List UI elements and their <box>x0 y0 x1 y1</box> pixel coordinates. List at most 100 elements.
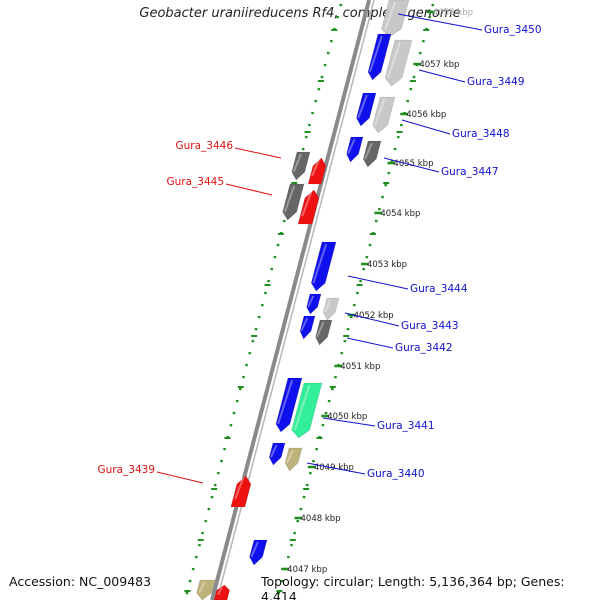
dotted-boundary-left <box>270 267 274 271</box>
dotted-boundary-left <box>254 327 258 331</box>
gene-arrow <box>346 136 364 163</box>
gene-arrow-highlight <box>292 153 302 173</box>
dotted-boundary-right <box>349 315 353 319</box>
dotted-boundary-right <box>428 15 432 19</box>
dotted-boundary-left <box>320 75 324 79</box>
gene-label: Gura_3440 <box>367 468 425 480</box>
dotted-boundary-left <box>282 219 286 223</box>
gene-arrow <box>310 241 337 292</box>
dotted-boundary-left <box>191 567 195 571</box>
gene-arrow-highlight <box>285 449 294 464</box>
dotted-boundary-right <box>296 519 300 523</box>
gene-arrow-highlight <box>269 444 278 458</box>
dotted-boundary-right <box>409 87 413 91</box>
dotted-boundary-right <box>431 3 435 7</box>
dotted-boundary-left <box>185 591 189 595</box>
dotted-boundary-left <box>248 351 252 355</box>
dotted-boundary-left <box>194 555 198 559</box>
dotted-boundary-right <box>343 339 347 343</box>
gene-label: Gura_3447 <box>441 166 499 178</box>
backbone-line <box>216 0 375 600</box>
dotted-boundary-left <box>307 123 311 127</box>
dotted-boundary-left <box>257 315 261 319</box>
genome-summary: Topology: circular; Length: 5,136,364 bp… <box>261 574 565 600</box>
gene-label: Gura_3446 <box>175 140 233 152</box>
gene-arrow <box>249 539 268 566</box>
gene-arrow <box>284 447 303 472</box>
gene-label: Gura_3441 <box>377 420 435 432</box>
gene-label-leader <box>418 69 466 83</box>
kbp-tick-label: 4053 kbp <box>367 260 407 270</box>
gene-label-leader <box>344 312 400 327</box>
gene-label-leader <box>401 119 451 135</box>
dotted-boundary-right <box>393 147 397 151</box>
gene-label-leader <box>397 13 483 31</box>
gene-label-leader <box>347 275 409 290</box>
dotted-boundary-left <box>241 375 245 379</box>
kbp-tick-label: 4055 kbp <box>393 159 433 169</box>
kbp-tick-label: 4047 kbp <box>287 565 327 575</box>
dotted-boundary-left <box>210 495 214 499</box>
dotted-boundary-right <box>289 543 293 547</box>
gene-arrow-highlight <box>301 191 313 217</box>
dotted-boundary-left <box>201 531 205 535</box>
dotted-boundary-right <box>377 207 381 211</box>
dotted-boundary-right <box>387 171 391 175</box>
dotted-boundary-left <box>251 339 255 343</box>
kbp-tick-label: 4048 kbp <box>301 514 341 524</box>
dotted-boundary-left <box>204 519 208 523</box>
gene-label-leader <box>156 471 204 484</box>
gene-arrow <box>306 293 322 315</box>
gene-arrow <box>282 183 305 221</box>
dotted-boundary-right <box>381 195 385 199</box>
gene-label-leader <box>306 462 366 475</box>
dotted-boundary-right <box>374 219 378 223</box>
kbp-tick-label: 4056 kbp <box>406 110 446 120</box>
gene-arrow <box>291 151 311 181</box>
gene-arrow <box>213 584 230 600</box>
gene-arrow-highlight <box>250 541 259 558</box>
dotted-boundary-left <box>273 255 277 259</box>
kbp-tick-label: 4052 kbp <box>354 311 394 321</box>
gene-arrow-highlight <box>300 317 309 332</box>
dotted-boundary-right <box>362 267 366 271</box>
kbp-tick-label: 4050 kbp <box>327 412 367 422</box>
gene-label: Gura_3445 <box>166 176 224 188</box>
dotted-boundary-left <box>301 147 305 151</box>
dotted-boundary-left <box>304 135 308 139</box>
dotted-boundary-right <box>280 579 284 583</box>
gene-arrow-highlight <box>307 295 315 308</box>
gene-arrow-highlight <box>364 142 373 160</box>
gene-arrow <box>362 140 382 168</box>
gene-arrow <box>322 297 340 321</box>
dotted-boundary-right <box>311 459 315 463</box>
dotted-boundary-right <box>421 39 425 43</box>
dotted-boundary-left <box>311 111 315 115</box>
dotted-boundary-right <box>365 255 369 259</box>
gene-arrow-highlight <box>198 581 206 594</box>
gene-arrow <box>268 442 286 466</box>
gene-label: Gura_3450 <box>484 24 542 36</box>
gene-arrow <box>230 475 252 508</box>
dotted-boundary-right <box>396 135 400 139</box>
gene-label: Gura_3443 <box>401 320 459 332</box>
dotted-boundary-left <box>213 483 217 487</box>
gene-label: Gura_3449 <box>467 76 525 88</box>
gene-arrow <box>384 39 413 87</box>
dotted-boundary-left <box>260 303 264 307</box>
dotted-boundary-right <box>418 51 422 55</box>
gene-arrow <box>315 319 333 346</box>
gene-arrow <box>275 377 303 433</box>
dotted-boundary-right <box>406 99 410 103</box>
dotted-boundary-right <box>299 507 303 511</box>
dotted-boundary-left <box>207 507 211 511</box>
dotted-boundary-right <box>340 351 344 355</box>
dotted-boundary-right <box>384 183 388 187</box>
gene-arrow <box>381 0 410 38</box>
gene-label: Gura_3442 <box>395 342 453 354</box>
map-title: Geobacter uraniireducens Rf4, complete g… <box>139 6 461 21</box>
gene-arrow <box>291 382 323 439</box>
dotted-boundary-left <box>223 447 227 451</box>
